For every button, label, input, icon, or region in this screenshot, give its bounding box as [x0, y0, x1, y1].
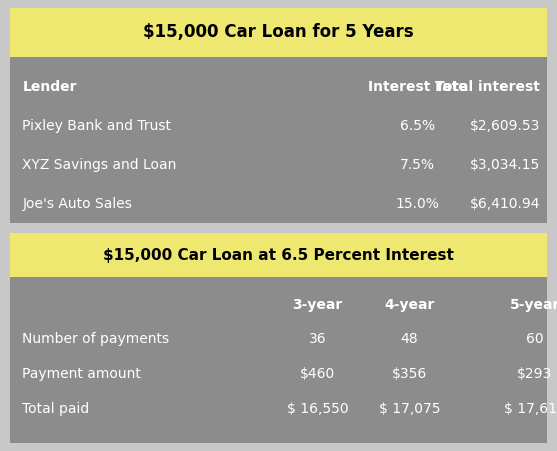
Text: $ 16,550: $ 16,550: [287, 402, 348, 416]
Text: 7.5%: 7.5%: [400, 158, 435, 172]
Text: Number of payments: Number of payments: [22, 332, 169, 346]
Bar: [10, 8, 547, 223]
Text: $356: $356: [392, 367, 427, 381]
Text: 60: 60: [526, 332, 544, 346]
Bar: [10, 233, 547, 443]
Text: Pixley Bank and Trust: Pixley Bank and Trust: [22, 119, 172, 133]
Text: 3-year: 3-year: [292, 298, 343, 312]
Text: $ 17,075: $ 17,075: [379, 402, 440, 416]
Text: 4-year: 4-year: [384, 298, 434, 312]
Text: 6.5%: 6.5%: [400, 119, 436, 133]
Bar: [10, 233, 547, 277]
Text: $6,410.94: $6,410.94: [470, 197, 540, 211]
Text: 48: 48: [400, 332, 418, 346]
Text: 15.0%: 15.0%: [396, 197, 439, 211]
Text: $15,000 Car Loan at 6.5 Percent Interest: $15,000 Car Loan at 6.5 Percent Interest: [103, 248, 454, 263]
Text: Total paid: Total paid: [22, 402, 90, 416]
Text: Lender: Lender: [22, 80, 77, 94]
Text: Total interest: Total interest: [436, 80, 540, 94]
Text: $460: $460: [300, 367, 335, 381]
Text: $ 17,610: $ 17,610: [504, 402, 557, 416]
Text: Joe's Auto Sales: Joe's Auto Sales: [22, 197, 132, 211]
Text: 36: 36: [309, 332, 326, 346]
Text: $3,034.15: $3,034.15: [470, 158, 540, 172]
Text: XYZ Savings and Loan: XYZ Savings and Loan: [22, 158, 177, 172]
Text: $293: $293: [517, 367, 553, 381]
Text: 5-year: 5-year: [510, 298, 557, 312]
Text: $15,000 Car Loan for 5 Years: $15,000 Car Loan for 5 Years: [143, 23, 414, 41]
Bar: [10, 8, 547, 57]
Text: Interest rate: Interest rate: [368, 80, 468, 94]
Text: $2,609.53: $2,609.53: [470, 119, 540, 133]
Text: Payment amount: Payment amount: [22, 367, 141, 381]
